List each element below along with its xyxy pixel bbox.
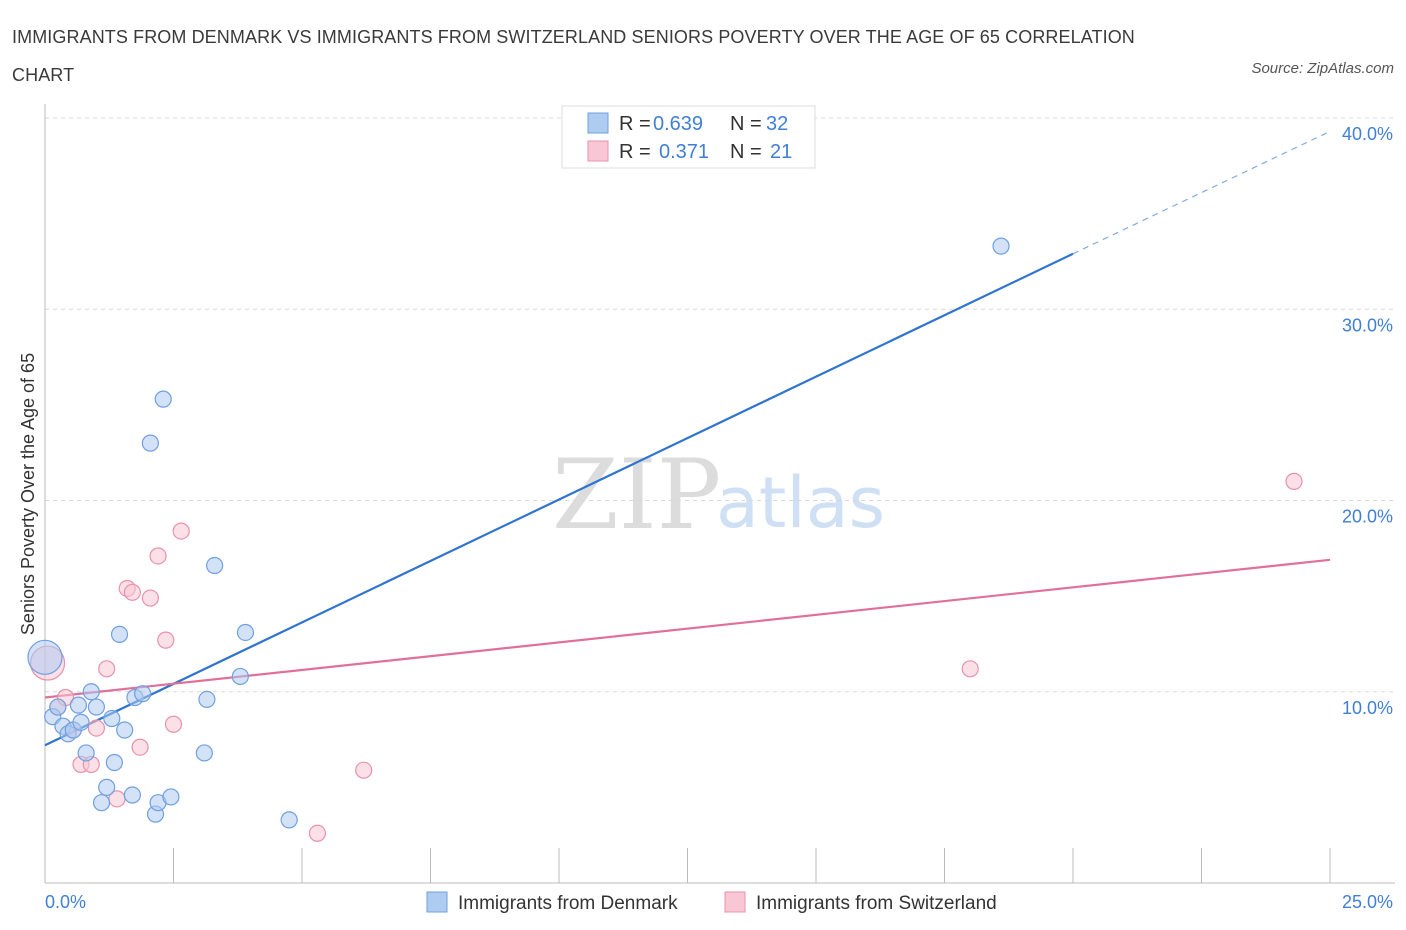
data-point-switzerland xyxy=(87,719,106,737)
data-point-denmark xyxy=(162,788,180,806)
y-axis-title: Seniors Poverty Over the Age of 65 xyxy=(18,353,38,635)
data-point-denmark xyxy=(82,683,100,701)
data-point-denmark xyxy=(72,713,90,731)
y-tick-label: 30.0% xyxy=(1342,315,1393,335)
data-point-switzerland xyxy=(157,631,175,649)
y-tick-label: 10.0% xyxy=(1342,698,1393,718)
data-point-denmark xyxy=(154,390,172,408)
data-point-switzerland xyxy=(308,824,327,842)
data-point-denmark xyxy=(206,556,224,575)
axes: 10.0% 20.0% 30.0% 40.0% 0.0% 25.0% xyxy=(44,104,1395,912)
data-point-switzerland xyxy=(131,738,149,756)
data-point-denmark xyxy=(195,744,213,762)
legend-swatch-denmark xyxy=(426,891,448,913)
legend-n-value: 21 xyxy=(770,141,792,163)
data-point-switzerland xyxy=(141,589,159,607)
trend-lines xyxy=(44,130,1331,747)
legend-r-label: R = xyxy=(619,113,651,135)
data-point-denmark xyxy=(103,709,121,728)
trend-line-denmark-extension xyxy=(1072,130,1331,255)
data-point-denmark xyxy=(116,721,134,739)
data-point-denmark xyxy=(992,237,1010,255)
data-point-denmark xyxy=(69,696,88,714)
data-point-denmark xyxy=(110,625,129,643)
legend-r-value: 0.371 xyxy=(659,141,709,163)
trend-line-denmark xyxy=(44,252,1074,747)
legend-n-label: N = xyxy=(730,141,762,163)
data-point-switzerland xyxy=(355,761,373,779)
y-tick-label: 20.0% xyxy=(1342,507,1393,527)
legend-r-label: R = xyxy=(619,141,651,163)
data-point-denmark xyxy=(134,685,152,703)
watermark-zip: ZIP xyxy=(552,439,721,551)
legend-swatch-switzerland xyxy=(587,140,609,162)
series-legend: Immigrants from Denmark Immigrants from … xyxy=(426,891,997,914)
data-point-switzerland xyxy=(1285,472,1303,490)
source-label: Source: ZipAtlas.com xyxy=(1251,60,1394,77)
data-point-denmark xyxy=(123,786,141,804)
x-tick-label: 0.0% xyxy=(45,892,86,912)
data-point-switzerland xyxy=(164,715,183,733)
x-tick-label: 25.0% xyxy=(1342,892,1393,912)
legend-swatch-switzerland xyxy=(724,891,746,913)
data-point-denmark xyxy=(77,744,95,762)
watermark-atlas: atlas xyxy=(716,462,885,544)
data-point-denmark xyxy=(280,811,298,829)
legend-swatch-denmark xyxy=(587,112,609,134)
data-point-switzerland xyxy=(149,547,167,565)
data-point-switzerland xyxy=(98,660,116,678)
legend-n-value: 32 xyxy=(766,113,788,135)
legend-label-denmark: Immigrants from Denmark xyxy=(458,893,678,914)
grid xyxy=(45,117,1395,693)
data-points xyxy=(27,237,1303,842)
data-point-denmark xyxy=(198,690,216,709)
legend-r-value: 0.639 xyxy=(653,113,703,135)
legend-label-switzerland: Immigrants from Switzerland xyxy=(756,893,997,914)
chart-title: IMMIGRANTS FROM DENMARK VS IMMIGRANTS FR… xyxy=(12,27,1135,85)
data-point-denmark xyxy=(98,778,116,796)
data-point-denmark xyxy=(141,434,159,452)
legend-n-label: N = xyxy=(730,113,762,135)
trend-line-switzerland xyxy=(44,558,1331,699)
data-point-switzerland xyxy=(123,583,141,601)
data-point-switzerland xyxy=(172,522,190,540)
data-point-denmark xyxy=(87,698,106,716)
data-point-switzerland xyxy=(961,660,979,678)
correlation-legend: R = 0.639 N = 32 R = 0.371 N = 21 xyxy=(561,105,816,169)
data-point-denmark xyxy=(92,794,111,812)
data-point-denmark xyxy=(49,698,67,716)
data-point-denmark xyxy=(105,753,123,772)
data-point-denmark xyxy=(236,623,255,642)
data-point-denmark xyxy=(27,639,63,675)
data-point-denmark xyxy=(231,667,249,686)
y-tick-label: 40.0% xyxy=(1342,124,1393,144)
